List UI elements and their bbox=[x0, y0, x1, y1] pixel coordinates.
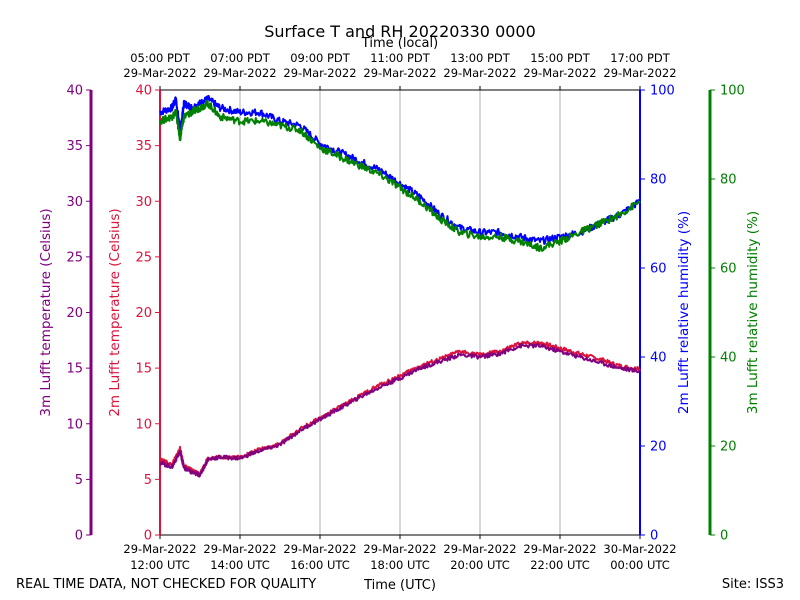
y-tick-label-t3m: 20 bbox=[66, 306, 83, 321]
x-bottom-tick-label: 20:00 UTC bbox=[450, 558, 510, 572]
x-top-tick-label: 11:00 PDT bbox=[370, 51, 431, 65]
x-bottom-tick-label: 29-Mar-2022 bbox=[283, 542, 356, 556]
y-tick-label-t2m: 0 bbox=[144, 529, 152, 544]
y-tick-label-t3m: 0 bbox=[75, 529, 83, 544]
x-bottom-tick-label: 29-Mar-2022 bbox=[443, 542, 516, 556]
x-bottom-tick-label: 18:00 UTC bbox=[370, 558, 430, 572]
x-bottom-tick-label: 29-Mar-2022 bbox=[363, 542, 436, 556]
x-top-tick-label: 29-Mar-2022 bbox=[363, 66, 436, 80]
x-top-tick-label: 13:00 PDT bbox=[450, 51, 511, 65]
x-top-tick-label: 05:00 PDT bbox=[130, 51, 191, 65]
x-bottom-tick-label: 00:00 UTC bbox=[610, 558, 670, 572]
x-bottom-tick-label: 29-Mar-2022 bbox=[203, 542, 276, 556]
x-top-tick-label: 09:00 PDT bbox=[290, 51, 351, 65]
x-top-tick-label: 07:00 PDT bbox=[210, 51, 271, 65]
y-tick-label-t2m: 10 bbox=[135, 417, 152, 432]
y-axis-label-t3m: 3m Lufft temperature (Celsius) bbox=[38, 208, 54, 416]
y-axis-label-t2m: 2m Lufft temperature (Celsius) bbox=[107, 208, 123, 416]
quality-footer: REAL TIME DATA, NOT CHECKED FOR QUALITY bbox=[16, 577, 316, 592]
x-top-tick-label: 17:00 PDT bbox=[610, 51, 671, 65]
x-bottom-tick-label: 22:00 UTC bbox=[530, 558, 590, 572]
y-tick-label-rh3m: 60 bbox=[720, 262, 737, 277]
y-tick-label-t3m: 10 bbox=[66, 417, 83, 432]
x-bottom-tick-label: 29-Mar-2022 bbox=[123, 542, 196, 556]
y-tick-label-rh3m: 0 bbox=[720, 529, 728, 544]
x-bottom-tick-label: 14:00 UTC bbox=[210, 558, 270, 572]
y-tick-label-t3m: 30 bbox=[66, 195, 83, 210]
y-tick-label-t2m: 5 bbox=[144, 473, 152, 488]
x-top-tick-label: 29-Mar-2022 bbox=[443, 66, 516, 80]
x-top-tick-label: 29-Mar-2022 bbox=[523, 66, 596, 80]
x-bottom-tick-label: 16:00 UTC bbox=[290, 558, 350, 572]
y-tick-label-t2m: 15 bbox=[135, 362, 152, 377]
y-tick-label-rh2m: 20 bbox=[650, 440, 667, 455]
x-bottom-tick-label: 29-Mar-2022 bbox=[523, 542, 596, 556]
y-tick-label-rh3m: 80 bbox=[720, 173, 737, 188]
chart-title: Surface T and RH 20220330 0000 bbox=[264, 22, 536, 41]
y-tick-label-rh3m: 40 bbox=[720, 351, 737, 366]
x-bottom-tick-label: 30-Mar-2022 bbox=[603, 542, 676, 556]
y-tick-label-rh2m: 40 bbox=[650, 351, 667, 366]
y-tick-label-rh3m: 100 bbox=[720, 84, 745, 99]
y-tick-label-t3m: 15 bbox=[66, 362, 83, 377]
series-line-t3m bbox=[159, 343, 641, 478]
x-top-label: Time (local) bbox=[361, 36, 438, 51]
y-tick-label-rh2m: 0 bbox=[650, 529, 658, 544]
y-axis-label-rh3m: 3m Lufft relative humidity (%) bbox=[745, 211, 761, 414]
site-footer: Site: ISS3 bbox=[722, 577, 784, 592]
x-bottom-label: Time (UTC) bbox=[363, 578, 436, 593]
y-tick-label-rh3m: 20 bbox=[720, 440, 737, 455]
y-tick-label-t2m: 35 bbox=[135, 139, 152, 154]
series-line-rh2m bbox=[159, 94, 641, 245]
y-tick-label-rh2m: 80 bbox=[650, 173, 667, 188]
y-tick-label-t3m: 35 bbox=[66, 139, 83, 154]
y-tick-label-rh2m: 60 bbox=[650, 262, 667, 277]
y-tick-label-t2m: 40 bbox=[135, 84, 152, 99]
x-top-tick-label: 29-Mar-2022 bbox=[283, 66, 356, 80]
y-axis-label-rh2m: 2m Lufft relative humidity (%) bbox=[676, 211, 692, 414]
x-top-tick-label: 29-Mar-2022 bbox=[123, 66, 196, 80]
x-top-tick-label: 15:00 PDT bbox=[530, 51, 591, 65]
y-tick-label-t2m: 20 bbox=[135, 306, 152, 321]
y-tick-label-t2m: 30 bbox=[135, 195, 152, 210]
y-tick-label-rh2m: 100 bbox=[650, 84, 675, 99]
y-tick-label-t3m: 5 bbox=[75, 473, 83, 488]
x-top-tick-label: 29-Mar-2022 bbox=[203, 66, 276, 80]
plot-area: 29-Mar-2022 12:00 UTC 29-Mar-2022 14:00 UTC… bbox=[38, 51, 761, 572]
y-tick-label-t3m: 25 bbox=[66, 250, 83, 265]
y-tick-label-t3m: 40 bbox=[66, 84, 83, 99]
x-top-tick-label: 29-Mar-2022 bbox=[603, 66, 676, 80]
series-line-rh3m bbox=[159, 99, 641, 253]
x-bottom-tick-label: 12:00 UTC bbox=[130, 558, 190, 572]
y-tick-label-t2m: 25 bbox=[135, 250, 152, 265]
